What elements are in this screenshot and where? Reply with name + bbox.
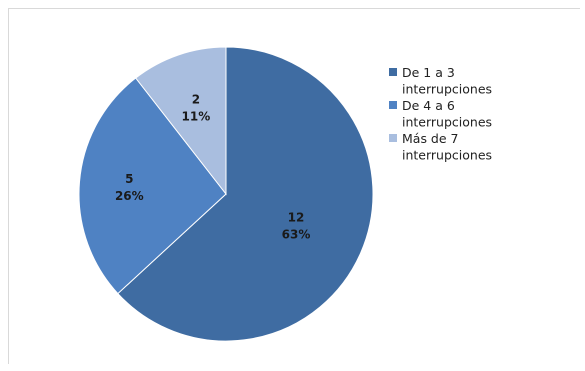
slice-value-label-1: 12: [288, 211, 305, 225]
legend-swatch-2: [389, 101, 397, 109]
slice-value-label-3: 2: [192, 92, 200, 106]
legend-swatch-3: [389, 134, 397, 142]
legend-label-2-line-2: interrupciones: [402, 115, 492, 130]
pie-slice-2: [78, 77, 227, 295]
pie-slice-1: [117, 46, 374, 342]
pie-slice-3: [135, 46, 227, 196]
slice-percent-label-1: 63%: [282, 228, 311, 242]
legend-label-3-line-2: interrupciones: [402, 148, 492, 163]
legend-label-1-line-1: De 1 a 3: [402, 65, 455, 80]
data-labels: 12 63% 5 26% 2 11%: [115, 92, 310, 241]
legend-swatch-1: [389, 68, 397, 76]
pie-slices: [78, 46, 374, 342]
legend-label-2-line-1: De 4 a 6: [402, 98, 455, 113]
slice-percent-label-2: 26%: [115, 189, 144, 203]
slice-percent-label-3: 11%: [182, 109, 211, 123]
slice-value-label-2: 5: [125, 172, 133, 186]
legend-label-1-line-2: interrupciones: [402, 82, 492, 97]
legend-label-3-line-1: Más de 7: [402, 131, 458, 146]
